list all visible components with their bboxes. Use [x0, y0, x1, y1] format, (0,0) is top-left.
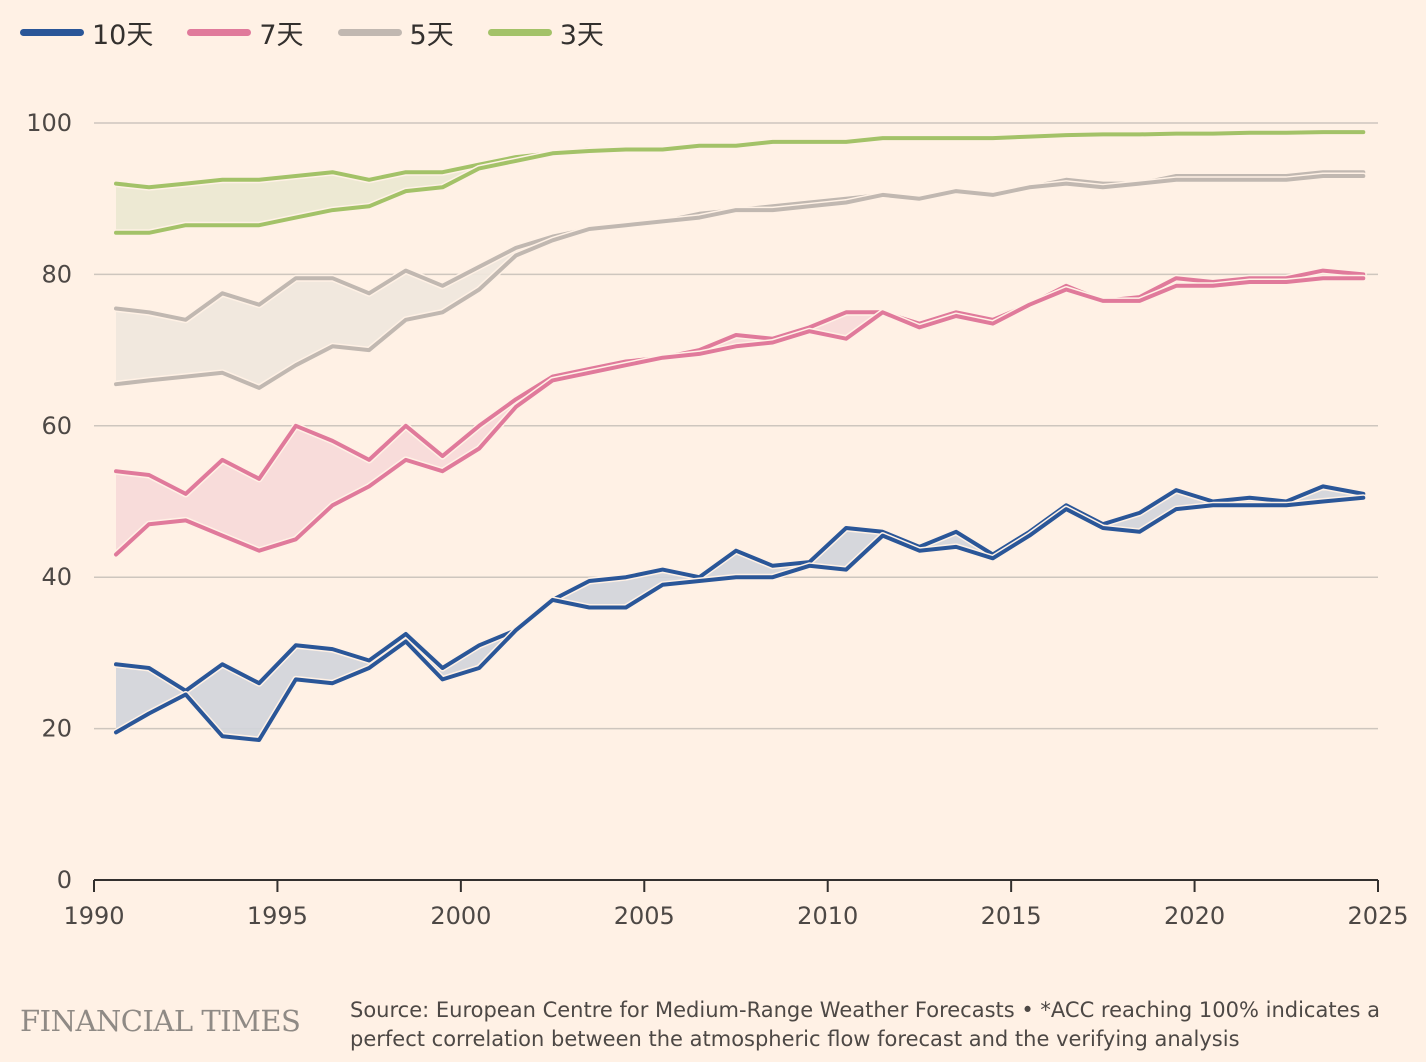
ft-logo: FINANCIAL TIMES [20, 1004, 301, 1038]
legend-item-3-day: 3天 [487, 13, 604, 52]
y-tick-label-60: 60 [41, 412, 72, 440]
x-axis [93, 879, 1379, 892]
source-note: Source: European Centre for Medium-Range… [350, 998, 1380, 1051]
chart-plot: 0 20 40 60 80 100 1990 1995 2000 2005 2010 2015 2020… [26, 109, 1408, 930]
y-tick-label-40: 40 [41, 563, 72, 591]
legend-label-10-day: 10天 [92, 19, 154, 51]
series-band-0 [116, 486, 1364, 740]
legend-item-7-day: 7天 [187, 13, 304, 52]
x-tick-label-2010: 2010 [797, 902, 858, 930]
series-2-lower-line [114, 174, 1366, 390]
series-1-upper-line [114, 268, 1366, 496]
legend-swatch-7-day [187, 28, 252, 36]
legend-item-5-day: 5天 [337, 13, 454, 52]
x-tick-label-2005: 2005 [614, 902, 675, 930]
chart-legend: 10天 7天 5天 3天 [20, 12, 604, 52]
x-tick-label-2015: 2015 [981, 902, 1042, 930]
x-tick-label-2025: 2025 [1347, 902, 1408, 930]
legend-label-7-day: 7天 [259, 19, 304, 51]
legend-label-3-day: 3天 [559, 19, 604, 51]
series-band-1 [116, 270, 1364, 555]
x-tick-label-2020: 2020 [1164, 902, 1225, 930]
tick-labels: 0 20 40 60 80 100 1990 1995 2000 2005 2010 2015 2020… [26, 109, 1408, 930]
y-tick-label-0: 0 [57, 866, 72, 894]
legend-item-10-day: 10天 [20, 13, 153, 52]
y-tick-label-100: 100 [26, 109, 72, 137]
x-tick-label-1990: 1990 [63, 902, 124, 930]
series-0-upper-line [114, 484, 1366, 693]
y-tick-label-20: 20 [41, 715, 72, 743]
legend-swatch-10-day [20, 28, 84, 36]
series-band-2 [116, 172, 1364, 388]
series-3-lower-line [114, 130, 1366, 235]
y-tick-label-80: 80 [41, 260, 72, 288]
legend-swatch-5-day [337, 28, 402, 36]
x-tick-label-2000: 2000 [430, 902, 491, 930]
x-tick-label-1995: 1995 [247, 902, 308, 930]
series-1-lower-line [114, 276, 1366, 557]
series-lines [112, 128, 1367, 744]
legend-label-5-day: 5天 [409, 19, 454, 51]
series-0-lower-line [114, 495, 1366, 742]
legend-swatch-3-day [487, 28, 552, 36]
